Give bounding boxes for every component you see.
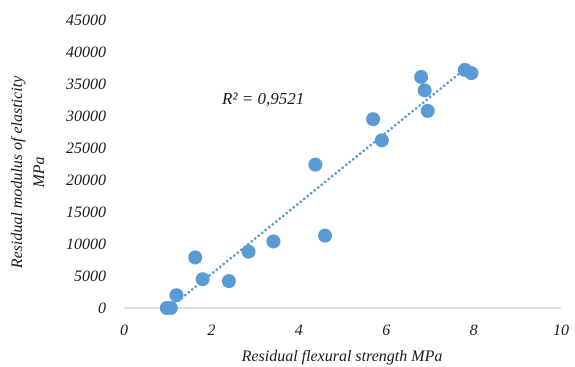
x-tick-label: 4 (295, 322, 303, 339)
data-point (188, 250, 203, 265)
r-squared-annotation: R² = 0,9521 (221, 89, 304, 108)
x-tick-label: 6 (382, 322, 390, 339)
data-point (169, 288, 184, 303)
x-axis-title: Residual flexural strength MPa (241, 348, 443, 365)
data-point (374, 133, 389, 148)
x-tick-label: 0 (120, 322, 128, 339)
trendline-group (166, 62, 473, 311)
data-point (366, 112, 381, 127)
x-tick-label: 2 (207, 322, 215, 339)
data-points (159, 62, 479, 315)
y-tick-label: 10000 (66, 236, 106, 253)
y-tick-label: 5000 (74, 268, 106, 285)
data-point (318, 228, 333, 243)
x-tick-label: 10 (553, 322, 569, 339)
data-point (417, 83, 432, 98)
data-point (414, 69, 429, 84)
data-point (420, 103, 435, 118)
y-tick-label: 30000 (65, 108, 106, 125)
y-tick-label: 45000 (66, 12, 106, 29)
data-point (308, 157, 323, 172)
x-tick-label: 8 (470, 322, 478, 339)
y-axis-title-line-1: Residual modulus of elasticity (9, 75, 26, 269)
trendline (166, 62, 473, 311)
y-tick-label: 20000 (66, 172, 106, 189)
y-tick-labels: 0 5000 10000 15000 20000 25000 30000 35000 40000… (65, 12, 106, 317)
y-tick-label: 15000 (66, 204, 106, 221)
y-tick-label: 40000 (66, 44, 106, 61)
data-point (266, 234, 281, 249)
y-tick-label: 0 (98, 300, 106, 317)
data-point (195, 272, 210, 287)
data-point (163, 301, 178, 315)
y-tick-label: 25000 (66, 140, 106, 157)
data-point (241, 244, 256, 259)
data-point (221, 274, 236, 289)
x-tick-labels: 0 2 4 6 8 10 (120, 322, 569, 339)
y-axis-title-line-2: MPa (31, 156, 48, 188)
y-tick-label: 35000 (65, 76, 106, 93)
data-point (464, 66, 479, 81)
